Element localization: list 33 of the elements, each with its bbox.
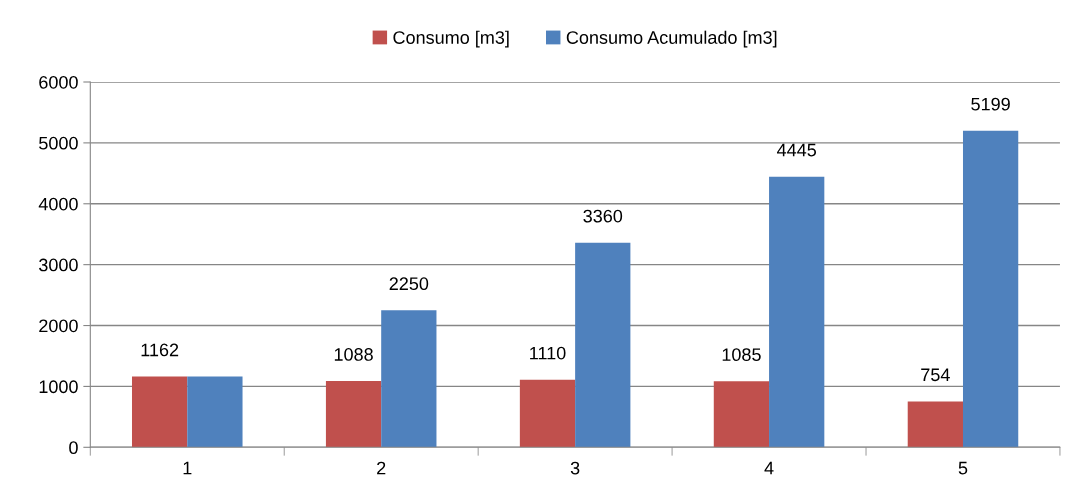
data-label: 1110 xyxy=(530,346,566,360)
x-tick-label: 1 xyxy=(183,461,192,475)
x-tick-label: 3 xyxy=(570,461,580,475)
data-label: 1085 xyxy=(722,348,761,362)
x-tick-label: 5 xyxy=(958,461,968,475)
bar xyxy=(381,310,437,448)
data-label: 1088 xyxy=(334,348,373,361)
bar xyxy=(713,381,770,448)
data-label: 4445 xyxy=(777,143,817,157)
y-tick-label: 4000 xyxy=(38,197,78,211)
y-tick-label: 3000 xyxy=(39,258,78,272)
data-label: 1162 xyxy=(141,343,179,357)
bar xyxy=(187,376,243,448)
y-tick-label: 2000 xyxy=(39,319,78,333)
data-label: 754 xyxy=(921,368,950,382)
bar xyxy=(325,381,382,448)
x-tick-label: 2 xyxy=(377,461,386,475)
y-tick-label: 1000 xyxy=(39,380,78,394)
y-tick-label: 6000 xyxy=(39,75,78,89)
bar xyxy=(575,242,631,448)
y-tick-label: 5000 xyxy=(39,136,78,150)
data-label: 2250 xyxy=(389,277,429,291)
bar xyxy=(962,130,1019,448)
legend-label: Consumo Acumulado [m3] xyxy=(566,30,777,48)
bar xyxy=(131,376,188,448)
data-label: 5199 xyxy=(971,97,1010,111)
y-tick-label: 0 xyxy=(69,441,78,455)
data-label: 3360 xyxy=(583,209,623,223)
bar xyxy=(907,401,963,448)
x-tick-label: 4 xyxy=(764,461,774,475)
legend-label: Consumo [m3] xyxy=(393,30,509,48)
bar xyxy=(519,379,576,448)
bar xyxy=(769,176,825,448)
